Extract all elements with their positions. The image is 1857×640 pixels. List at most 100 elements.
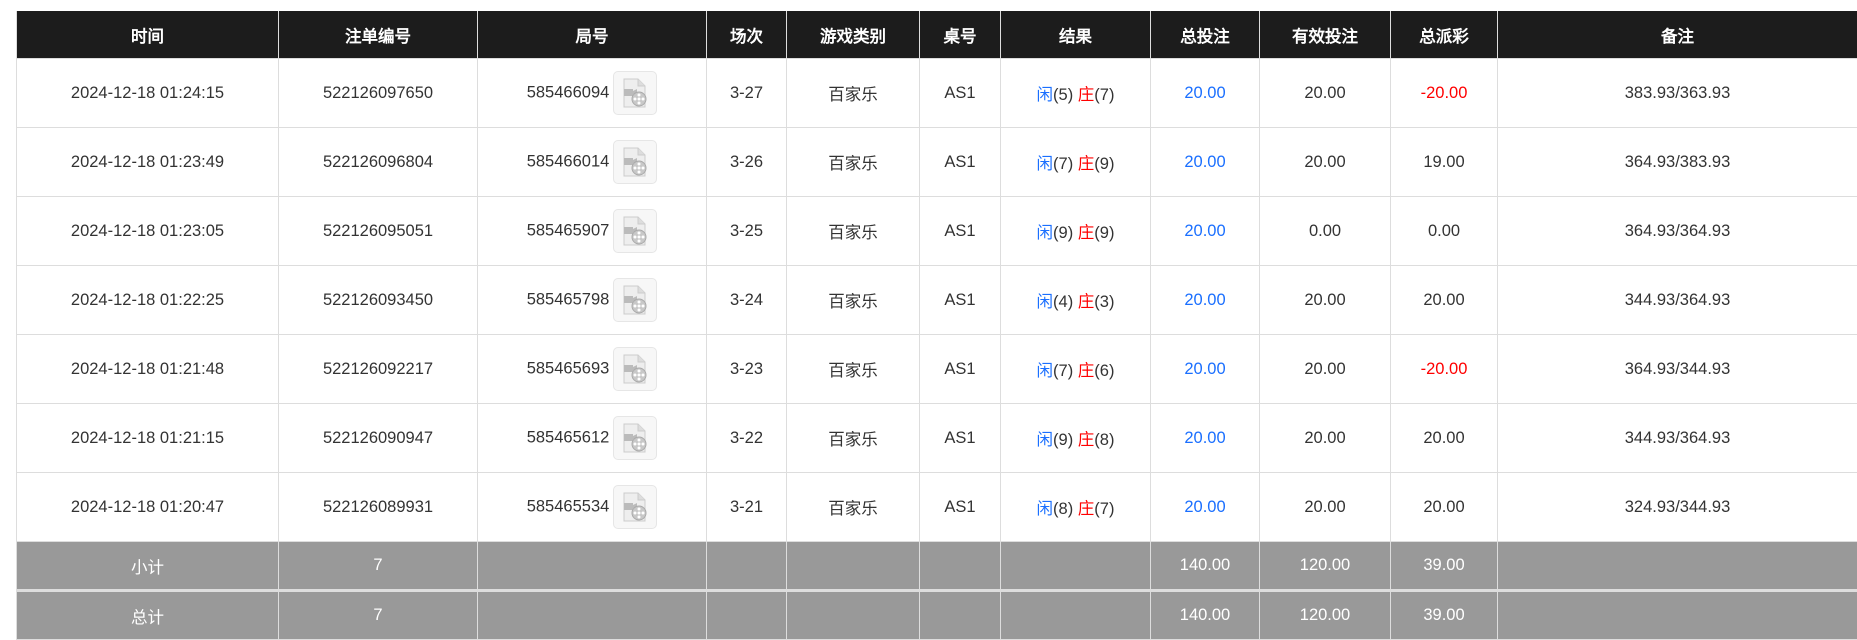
column-header: 注单编号: [279, 11, 478, 59]
video-file-icon[interactable]: [613, 278, 657, 322]
column-header: 桌号: [920, 11, 1001, 59]
banker-label: 庄: [1078, 86, 1095, 104]
payout-cell: 20.00: [1391, 404, 1498, 473]
valid-bet-cell: 20.00: [1260, 473, 1391, 542]
banker-score: (9): [1094, 155, 1114, 173]
table-number-cell: AS1: [920, 404, 1001, 473]
player-score: (8): [1053, 500, 1073, 518]
player-score: (7): [1053, 362, 1073, 380]
round-cell: 585465612: [478, 404, 707, 473]
total-bet-cell: 20.00: [1151, 128, 1260, 197]
session-cell: 3-23: [707, 335, 787, 404]
game-type-cell: 百家乐: [787, 266, 920, 335]
total-valid-bet: 120.00: [1260, 591, 1391, 640]
player-label: 闲: [1037, 500, 1054, 518]
total-payout: 39.00: [1391, 591, 1498, 640]
round-number: 585466014: [527, 152, 610, 170]
column-header: 局号: [478, 11, 707, 59]
player-score: (9): [1053, 224, 1073, 242]
note-cell: 344.93/364.93: [1498, 266, 1857, 335]
bet-id-cell: 522126090947: [279, 404, 478, 473]
column-header: 有效投注: [1260, 11, 1391, 59]
note-cell: 364.93/364.93: [1498, 197, 1857, 266]
bet-id-cell: 522126096804: [279, 128, 478, 197]
player-score: (5): [1053, 86, 1073, 104]
video-file-icon[interactable]: [613, 209, 657, 253]
banker-score: (9): [1094, 224, 1114, 242]
session-cell: 3-25: [707, 197, 787, 266]
payout-cell: -20.00: [1391, 335, 1498, 404]
header-row: 时间注单编号局号场次游戏类别桌号结果总投注有效投注总派彩备注: [17, 11, 1857, 59]
subtotal-total-bet: 140.00: [1151, 542, 1260, 591]
empty-cell: [787, 591, 920, 640]
valid-bet-cell: 20.00: [1260, 266, 1391, 335]
bet-id-cell: 522126093450: [279, 266, 478, 335]
session-cell: 3-21: [707, 473, 787, 542]
session-cell: 3-24: [707, 266, 787, 335]
video-file-icon[interactable]: [613, 71, 657, 115]
video-file-icon[interactable]: [613, 140, 657, 184]
empty-cell: [478, 542, 707, 591]
empty-cell: [1498, 591, 1857, 640]
valid-bet-cell: 0.00: [1260, 197, 1391, 266]
game-type-cell: 百家乐: [787, 473, 920, 542]
game-type-cell: 百家乐: [787, 128, 920, 197]
empty-cell: [1001, 542, 1151, 591]
payout-cell: 19.00: [1391, 128, 1498, 197]
video-file-icon[interactable]: [613, 485, 657, 529]
banker-label: 庄: [1078, 293, 1095, 311]
valid-bet-cell: 20.00: [1260, 335, 1391, 404]
bet-records-table: 时间注单编号局号场次游戏类别桌号结果总投注有效投注总派彩备注 2024-12-1…: [16, 11, 1857, 640]
valid-bet-cell: 20.00: [1260, 404, 1391, 473]
round-number: 585465534: [527, 497, 610, 515]
round-number: 585465693: [527, 359, 610, 377]
total-bet-cell: 20.00: [1151, 266, 1260, 335]
table-number-cell: AS1: [920, 473, 1001, 542]
round-cell: 585466014: [478, 128, 707, 197]
video-file-icon[interactable]: [613, 416, 657, 460]
bet-id-cell: 522126097650: [279, 59, 478, 128]
empty-cell: [1498, 542, 1857, 591]
player-label: 闲: [1037, 86, 1054, 104]
result-cell: 闲(7) 庄(6): [1001, 335, 1151, 404]
column-header: 备注: [1498, 11, 1857, 59]
subtotal-label: 小计: [17, 542, 279, 591]
game-type-cell: 百家乐: [787, 59, 920, 128]
round-number: 585465612: [527, 428, 610, 446]
time-cell: 2024-12-18 01:20:47: [17, 473, 279, 542]
round-number: 585466094: [527, 83, 610, 101]
subtotal-count: 7: [279, 542, 478, 591]
banker-score: (8): [1094, 431, 1114, 449]
session-cell: 3-22: [707, 404, 787, 473]
video-file-icon[interactable]: [613, 347, 657, 391]
empty-cell: [787, 542, 920, 591]
banker-label: 庄: [1078, 362, 1095, 380]
note-cell: 364.93/344.93: [1498, 335, 1857, 404]
player-label: 闲: [1037, 155, 1054, 173]
time-cell: 2024-12-18 01:21:48: [17, 335, 279, 404]
payout-cell: 0.00: [1391, 197, 1498, 266]
empty-cell: [1001, 591, 1151, 640]
player-score: (4): [1053, 293, 1073, 311]
time-cell: 2024-12-18 01:21:15: [17, 404, 279, 473]
banker-score: (7): [1094, 86, 1114, 104]
session-cell: 3-26: [707, 128, 787, 197]
bet-id-cell: 522126095051: [279, 197, 478, 266]
banker-label: 庄: [1078, 431, 1095, 449]
round-cell: 585465798: [478, 266, 707, 335]
time-cell: 2024-12-18 01:23:05: [17, 197, 279, 266]
player-label: 闲: [1037, 362, 1054, 380]
empty-cell: [707, 591, 787, 640]
empty-cell: [920, 542, 1001, 591]
payout-cell: -20.00: [1391, 59, 1498, 128]
player-label: 闲: [1037, 431, 1054, 449]
banker-score: (3): [1094, 293, 1114, 311]
total-total-bet: 140.00: [1151, 591, 1260, 640]
